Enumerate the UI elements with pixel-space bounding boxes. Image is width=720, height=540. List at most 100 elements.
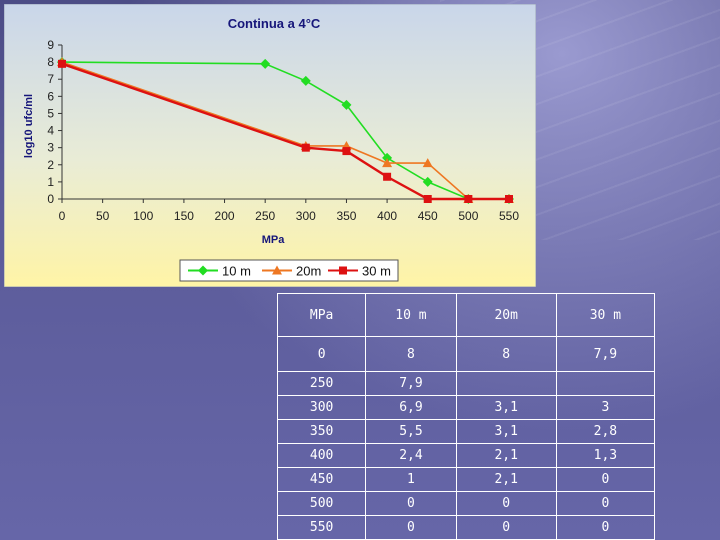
x-axis-title: MPa [262,234,286,246]
table-cell: 3,1 [455,419,557,444]
table-cell: 550 [276,515,367,540]
table-header-cell: 10 m [365,293,457,337]
square-marker [383,172,392,181]
table-cell: 6,9 [365,395,457,420]
x-tick-label: 150 [174,209,194,223]
table-cell: 2,4 [365,443,457,468]
table-header-cell: 30 m [555,293,656,337]
table-cell: 0 [276,336,367,372]
table-body: 0 8 8 7,9 250 7,9 300 6,9 3,1 3 350 5,5 3,1 2,8 400 2,4… [276,336,656,540]
table-cell [555,371,656,396]
table-cell: 0 [365,491,457,516]
table-cell: 0 [555,491,656,516]
table-row: 400 2,4 2,1 1,3 [276,443,656,468]
y-tick-label: 3 [47,141,54,155]
table-row: 450 1 2,1 0 [276,467,656,492]
y-tick-label: 9 [47,38,54,52]
table-cell: 350 [276,419,367,444]
series-30m [58,59,513,203]
y-tick-label: 1 [47,175,54,189]
y-tick-label: 0 [47,192,54,206]
square-marker [58,59,66,68]
diamond-marker [341,99,352,110]
x-tick-label: 450 [418,209,438,223]
y-tick-label: 2 [47,158,54,172]
square-marker [301,143,310,152]
table-cell: 0 [365,515,457,540]
table-cell: 0 [555,467,656,492]
x-tick-label: 400 [377,209,397,223]
table-cell: 1 [365,467,457,492]
x-tick-label: 550 [499,209,519,223]
table-cell: 400 [276,443,367,468]
table-row: 500 0 0 0 [276,491,656,516]
x-tick-label: 100 [133,209,153,223]
series-line [61,61,509,200]
table-cell: 7,9 [555,336,656,372]
square-marker [342,147,351,156]
y-axis-title: log10 ufc/ml [23,94,35,158]
table-header-cell: 20m [455,293,557,337]
table-cell: 500 [276,491,367,516]
table-cell: 0 [555,515,656,540]
table-cell: 1,3 [555,443,656,468]
chart-background [4,4,536,287]
table-cell: 0 [455,515,557,540]
table-cell: 250 [276,371,367,396]
table-cell: 300 [276,395,367,420]
y-tick-label: 4 [47,124,54,138]
line-chart: Continua a 4°C MPa log10 ufc/ml 0 1 2 3 4 5 6 7… [4,4,536,287]
x-tick-label: 300 [296,209,316,223]
table-cell: 3 [555,395,656,420]
table-cell: 7,9 [365,371,457,396]
table-row: 0 8 8 7,9 [276,336,656,372]
table-header-cell: MPa [276,293,367,337]
diamond-marker [260,58,271,69]
table-row: 250 7,9 [276,371,656,396]
table-cell: 0 [455,491,557,516]
diamond-marker [300,75,311,86]
table-cell: 5,5 [365,419,457,444]
table-cell: 2,1 [455,467,557,492]
table-cell: 8 [455,336,557,372]
x-tick-label: 200 [215,209,235,223]
table-row: 300 6,9 3,1 3 [276,395,656,420]
x-tick-label: 50 [96,209,110,223]
diamond-marker [198,265,208,276]
y-tick-label: 8 [47,55,54,69]
triangle-marker [382,158,393,168]
table-cell [455,371,557,396]
chart-title: Continua a 4°C [228,16,321,31]
table-cell: 2,1 [455,443,557,468]
square-marker [464,195,473,203]
x-tick-label: 0 [59,209,66,223]
triangle-marker [422,158,433,168]
table-cell: 8 [365,336,457,372]
table-header-row: MPa 10 m 20m 30 m [276,293,656,337]
chart-axes: 0 1 2 3 4 5 6 7 8 9 0 50 100 150 200 250 300 350 400 450 500… [47,38,519,223]
square-marker [423,195,432,203]
diamond-marker [422,176,433,187]
table-row: 350 5,5 3,1 2,8 [276,419,656,444]
diamond-marker [382,152,393,163]
y-tick-label: 7 [47,72,54,86]
chart-legend: 10 m 20m 30 m [179,259,399,282]
table-cell: 3,1 [455,395,557,420]
table-cell: 2,8 [555,419,656,444]
triangle-marker [272,265,282,275]
chart-panel: Continua a 4°C MPa log10 ufc/ml 0 1 2 3 4 5 6 7… [4,4,536,287]
x-tick-label: 350 [336,209,356,223]
x-tick-label: 500 [458,209,478,223]
square-marker [505,195,513,203]
x-tick-label: 250 [255,209,275,223]
data-table: MPa 10 m 20m 30 m 0 8 8 7,9 250 7,9 300 6,9 3,1 3… [276,293,656,540]
legend-label: 20m [296,264,321,279]
legend-label: 10 m [222,264,251,279]
square-marker [339,266,347,275]
y-tick-label: 5 [47,106,54,120]
table-row: 550 0 0 0 [276,515,656,540]
chart-series [57,57,514,204]
legend-label: 30 m [362,264,391,279]
y-tick-label: 6 [47,89,54,103]
table-cell: 450 [276,467,367,492]
